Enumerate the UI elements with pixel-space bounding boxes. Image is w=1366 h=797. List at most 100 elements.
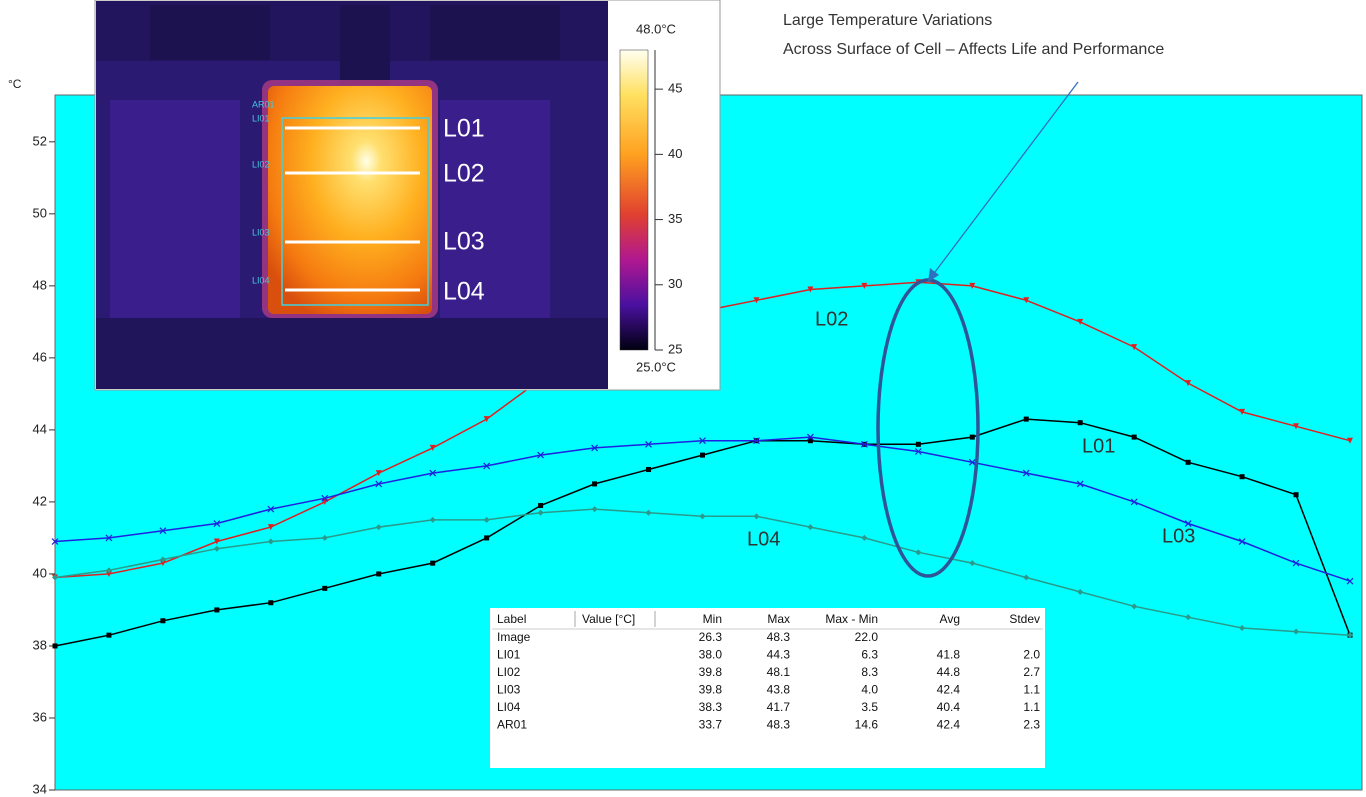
stats-table: Label Value [°C] Min Max Max - Min Avg Stdev Im… xyxy=(490,608,1045,768)
marker xyxy=(267,524,274,531)
marker xyxy=(807,438,813,444)
highlight-ellipse xyxy=(876,278,980,578)
colorbar-tick-label: 25 xyxy=(668,341,682,356)
marker xyxy=(430,560,436,566)
marker xyxy=(807,286,814,293)
y-tick-label: 34 xyxy=(33,781,47,796)
y-tick-label: 50 xyxy=(33,205,47,220)
marker xyxy=(969,560,976,567)
y-tick-label: 44 xyxy=(33,421,47,436)
table-cell: 2.3 xyxy=(1023,718,1040,732)
annotations: Large Temperature Variations Across Surf… xyxy=(783,12,1164,578)
table-header: Label xyxy=(497,612,526,626)
y-tick-label: 40 xyxy=(33,565,47,580)
table-cell: 4.0 xyxy=(861,683,878,697)
marker xyxy=(159,527,167,535)
marker xyxy=(1239,624,1246,631)
marker xyxy=(1185,614,1192,621)
thermal-inset: L01 L02 L03 L04 AR01 LI01 LI02 LI03 LI04 48.0°C 25… xyxy=(94,0,721,391)
marker xyxy=(429,444,436,451)
marker xyxy=(1239,408,1246,415)
annotation: Across Surface of Cell – Affects Life an… xyxy=(783,41,1164,58)
marker xyxy=(969,434,975,440)
profile-label: L03 xyxy=(443,228,485,256)
table-cell: 39.8 xyxy=(699,683,723,697)
marker xyxy=(753,297,760,304)
thermal-shape xyxy=(150,5,270,60)
profile-label: L04 xyxy=(443,278,485,306)
profile-label: L02 xyxy=(443,160,485,188)
marker xyxy=(105,570,112,577)
y-tick-label: 42 xyxy=(33,493,47,508)
marker xyxy=(483,462,491,470)
marker xyxy=(915,549,922,556)
colorbar-max: 48.0°C xyxy=(636,21,676,36)
series-label: L04 xyxy=(747,528,780,550)
table-cell: 6.3 xyxy=(861,648,878,662)
colorbar xyxy=(619,49,649,351)
tool-label: AR01 xyxy=(252,99,275,109)
table-header: Max xyxy=(767,612,790,626)
table-cell: 44.3 xyxy=(767,648,791,662)
marker xyxy=(591,506,598,513)
series: L03 xyxy=(51,433,1354,585)
marker xyxy=(1077,588,1084,595)
arrow xyxy=(931,81,1079,277)
marker xyxy=(592,481,598,487)
marker xyxy=(645,509,652,516)
tool-label: LI02 xyxy=(252,159,270,169)
marker xyxy=(267,538,274,545)
y-unit: °C xyxy=(8,77,22,91)
y-tick-label: 46 xyxy=(33,349,47,364)
marker xyxy=(591,444,599,452)
table-cell: LI04 xyxy=(497,700,521,714)
table-cell: 38.0 xyxy=(699,648,723,662)
marker xyxy=(429,516,436,523)
marker xyxy=(214,607,220,613)
marker xyxy=(1076,480,1084,488)
tool-label: LI03 xyxy=(252,227,270,237)
marker xyxy=(52,643,58,649)
marker xyxy=(213,545,220,552)
marker xyxy=(268,600,274,606)
tool-label: LI04 xyxy=(252,275,270,285)
marker xyxy=(861,282,868,289)
annotation: Large Temperature Variations xyxy=(783,12,992,29)
table-header: Min xyxy=(703,612,722,626)
marker xyxy=(1131,344,1138,351)
table-cell: 48.1 xyxy=(767,665,791,679)
colorbar-tick-label: 45 xyxy=(668,81,682,96)
marker xyxy=(861,534,868,541)
tool-label: LI01 xyxy=(252,113,270,123)
marker xyxy=(159,556,166,563)
cell xyxy=(268,86,432,314)
marker xyxy=(914,448,922,455)
marker xyxy=(1131,434,1137,440)
marker xyxy=(484,535,490,541)
table-cell: 38.3 xyxy=(699,700,723,714)
marker xyxy=(1023,297,1030,304)
marker xyxy=(1184,520,1192,527)
table-cell: LI03 xyxy=(497,683,521,697)
marker xyxy=(1238,538,1246,545)
y-tick-label: 48 xyxy=(33,277,47,292)
colorbar-tick-label: 40 xyxy=(668,146,682,161)
table-cell: LI01 xyxy=(497,648,521,662)
marker xyxy=(1131,603,1138,610)
table-cell: 42.4 xyxy=(937,683,961,697)
marker xyxy=(1022,469,1030,477)
table-cell: 14.6 xyxy=(855,718,879,732)
marker xyxy=(375,470,382,477)
marker xyxy=(321,494,329,502)
marker xyxy=(860,440,868,448)
table-cell: 44.8 xyxy=(937,665,961,679)
table-cell: 3.5 xyxy=(861,700,878,714)
profile-label: L01 xyxy=(443,115,485,143)
colorbar-min: 25.0°C xyxy=(636,359,676,374)
marker xyxy=(376,571,382,577)
marker xyxy=(753,513,760,520)
marker xyxy=(213,520,221,527)
table-background xyxy=(490,608,1045,768)
marker xyxy=(105,567,112,574)
